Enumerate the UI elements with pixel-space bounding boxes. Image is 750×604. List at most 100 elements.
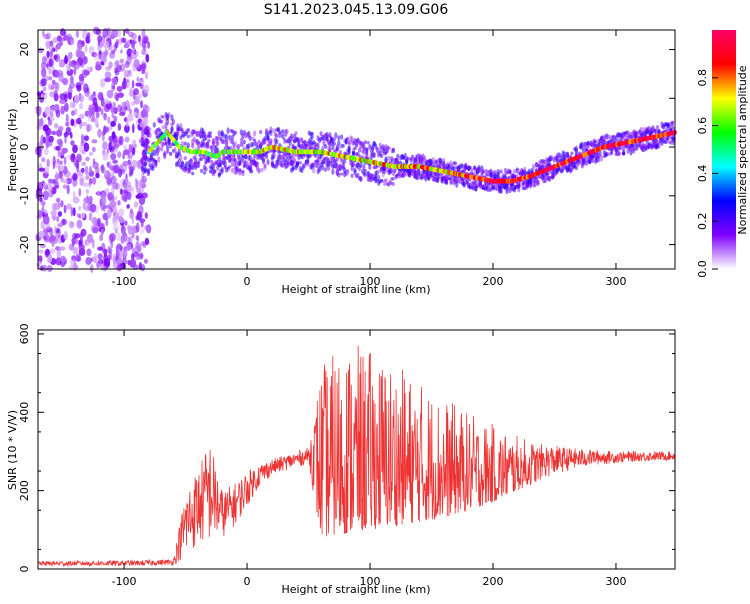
noise-speckle: [101, 164, 105, 174]
spectral-halo: [362, 164, 366, 171]
spectral-halo: [439, 162, 443, 169]
noise-speckle: [130, 253, 135, 260]
spectral-halo: [235, 170, 239, 175]
noise-speckle: [144, 212, 148, 219]
spectral-halo: [347, 146, 351, 152]
noise-speckle: [97, 128, 102, 138]
noise-speckle: [54, 174, 60, 180]
noise-speckle: [72, 60, 78, 66]
noise-speckle: [144, 105, 151, 113]
spectral-halo: [332, 137, 336, 142]
noise-speckle: [69, 221, 75, 227]
spectral-halo: [145, 128, 149, 136]
noise-speckle: [113, 196, 118, 201]
noise-speckle: [139, 122, 145, 128]
noise-speckle: [128, 31, 134, 38]
noise-speckle: [65, 177, 72, 185]
noise-speckle: [84, 110, 90, 117]
spectral-halo: [620, 133, 624, 138]
spectral-halo: [183, 156, 187, 161]
noise-speckle: [105, 127, 109, 133]
spectral-halo: [223, 161, 227, 168]
spectral-halo: [226, 127, 230, 135]
x-tick-label: -100: [112, 575, 137, 588]
noise-speckle: [127, 103, 131, 112]
noise-speckle: [125, 243, 132, 252]
noise-speckle: [57, 148, 61, 158]
spectral-halo: [247, 143, 251, 150]
spectral-halo: [596, 156, 601, 163]
spectral-halo: [140, 133, 145, 139]
noise-speckle: [83, 142, 90, 152]
noise-speckle: [68, 53, 73, 60]
spectral-halo: [166, 118, 170, 126]
noise-speckle: [46, 32, 51, 40]
noise-speckle: [89, 177, 93, 185]
spectral-halo: [263, 163, 267, 168]
noise-speckle: [46, 50, 50, 58]
noise-speckle: [83, 56, 88, 65]
spectral-halo: [608, 135, 612, 140]
noise-speckle: [132, 123, 135, 134]
noise-speckle: [110, 176, 117, 184]
noise-speckle: [53, 181, 60, 188]
noise-speckle: [55, 109, 61, 118]
spectral-halo: [275, 138, 279, 145]
noise-speckle: [80, 122, 88, 127]
spectral-halo: [164, 142, 168, 146]
noise-speckle: [42, 124, 49, 132]
spectral-halo: [384, 178, 388, 183]
spectral-halo: [197, 141, 201, 148]
noise-speckle: [63, 204, 67, 214]
noise-speckle: [92, 97, 98, 106]
noise-speckle: [97, 253, 103, 260]
noise-speckle: [123, 79, 129, 84]
noise-speckle: [126, 186, 133, 193]
noise-speckle: [46, 158, 50, 168]
noise-speckle: [78, 205, 82, 211]
spectral-halo: [391, 148, 395, 154]
noise-speckle: [129, 208, 133, 214]
spectral-halo: [669, 141, 673, 145]
spectral-halo: [216, 136, 220, 141]
colorbar-tick-label: 0.6: [696, 117, 709, 135]
noise-speckle: [112, 159, 118, 164]
spectral-halo: [586, 140, 590, 146]
spectrogram-x-axis-label: Height of straight line (km): [281, 283, 430, 296]
spectral-halo: [409, 157, 413, 163]
noise-speckle: [66, 65, 71, 72]
spectral-halo: [154, 161, 158, 168]
spectral-halo: [292, 157, 297, 164]
noise-speckle: [95, 172, 100, 179]
noise-speckle: [44, 209, 48, 216]
spectral-halo: [163, 152, 167, 156]
noise-speckle: [60, 165, 65, 171]
spectral-halo: [605, 133, 610, 140]
x-tick-label: 100: [360, 575, 381, 588]
noise-speckle: [78, 93, 84, 103]
noise-speckle: [59, 160, 63, 166]
spectral-halo: [573, 161, 577, 168]
spectral-halo: [517, 182, 521, 189]
spectral-halo: [161, 115, 165, 119]
noise-speckle: [67, 92, 72, 100]
spectral-halo: [278, 131, 282, 138]
spectral-halo: [605, 152, 610, 157]
spectral-halo: [375, 147, 379, 153]
spectral-halo: [387, 155, 391, 161]
noise-speckle: [117, 200, 121, 206]
noise-speckle: [52, 155, 56, 166]
noise-speckle: [41, 67, 47, 78]
noise-speckle: [77, 39, 83, 50]
spectral-halo: [170, 126, 174, 132]
noise-speckle: [117, 123, 122, 131]
noise-speckle: [68, 39, 71, 45]
spectral-halo: [229, 153, 233, 161]
spectral-halo: [146, 169, 150, 175]
noise-speckle: [56, 35, 63, 42]
spectral-halo: [276, 126, 280, 132]
noise-speckle: [53, 54, 58, 60]
spectral-halo: [219, 161, 223, 165]
noise-speckle: [112, 182, 119, 190]
noise-speckle: [118, 250, 124, 258]
